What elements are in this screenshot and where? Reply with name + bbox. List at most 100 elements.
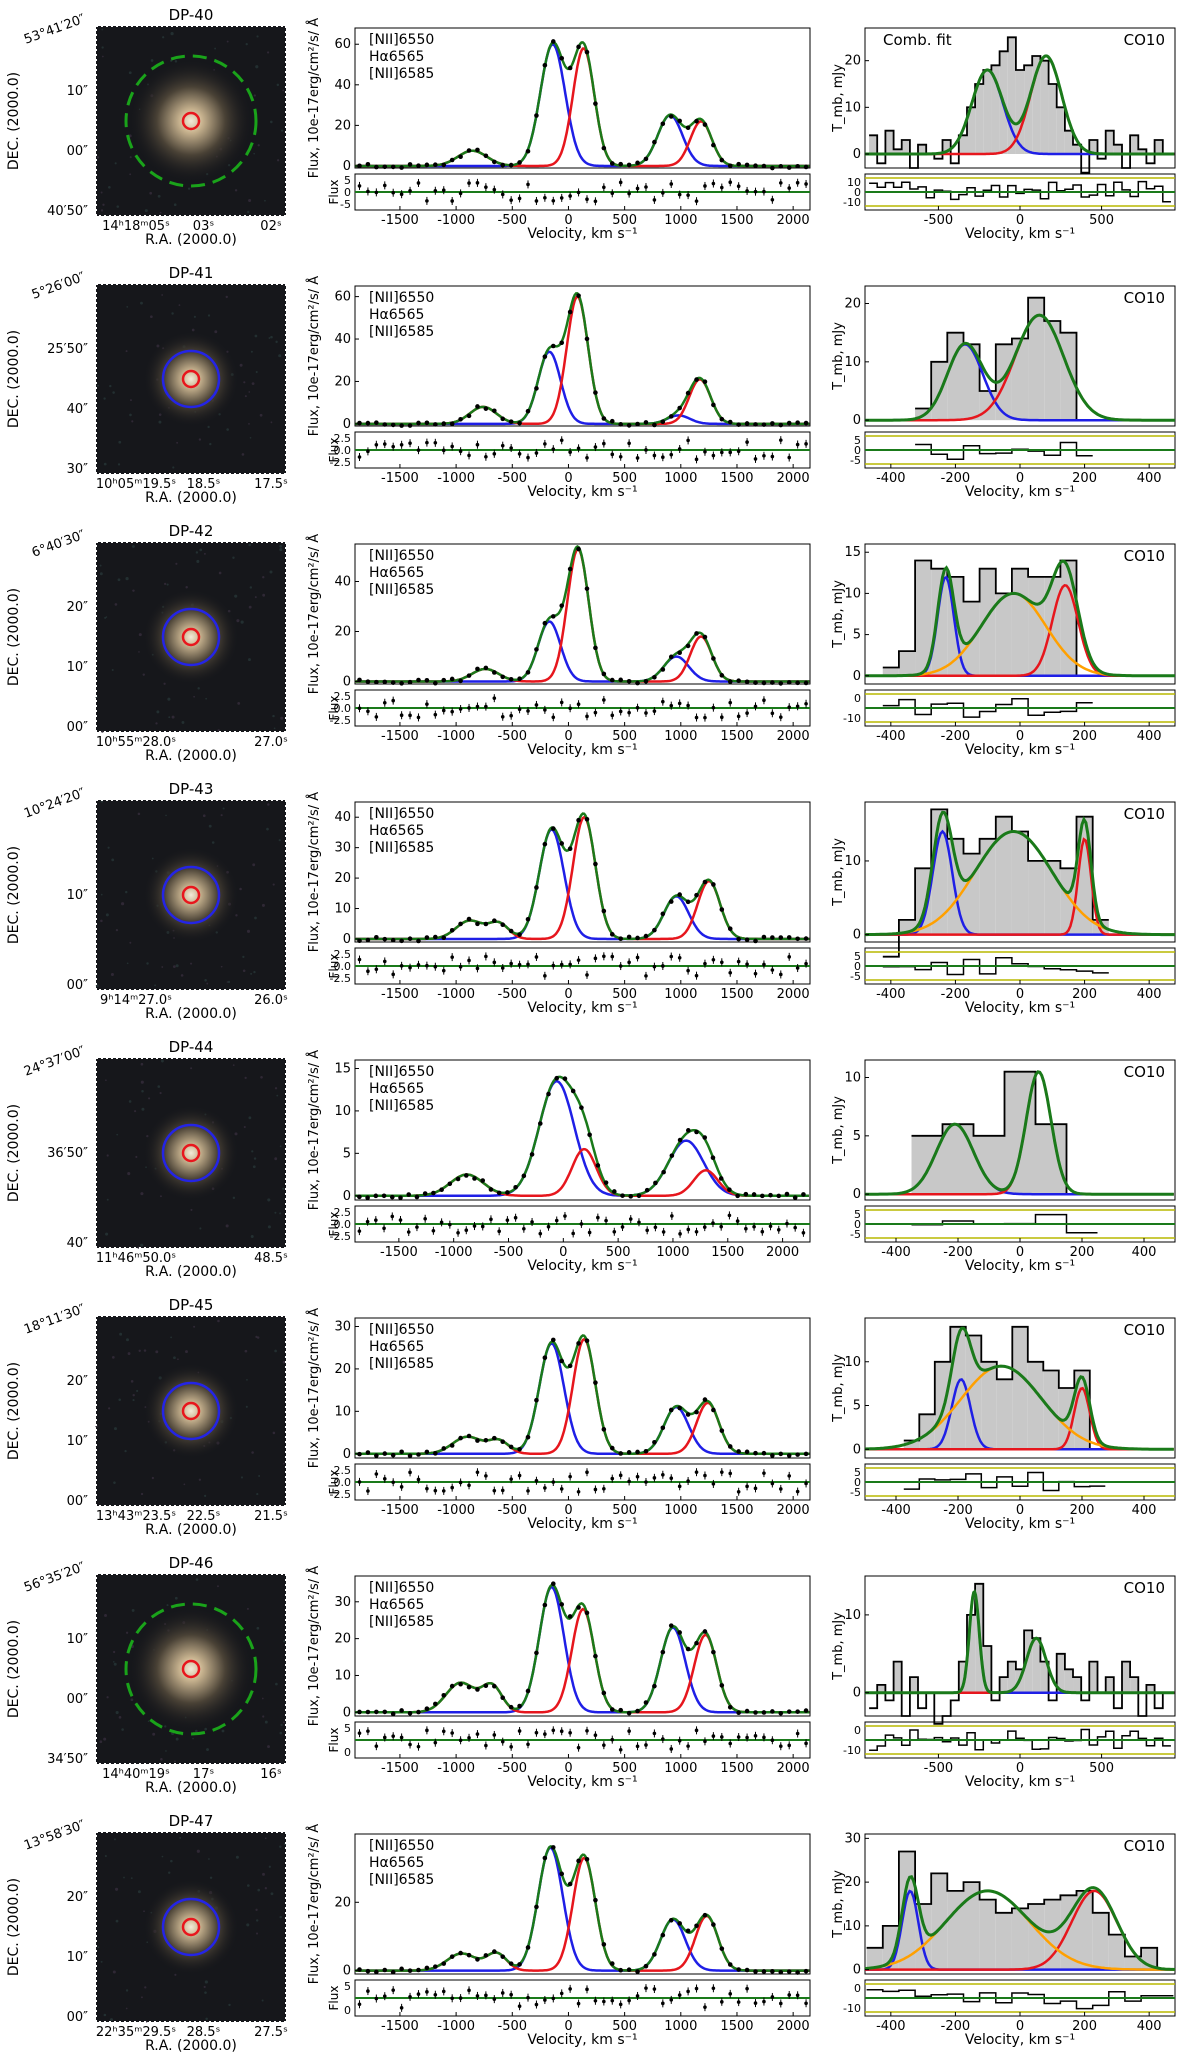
noise-speck xyxy=(160,1758,163,1761)
residual-point xyxy=(728,180,733,185)
residual-tick-label: 0.0 xyxy=(334,702,352,715)
residual-point xyxy=(517,452,522,456)
residual-point xyxy=(711,1734,716,1738)
noise-speck xyxy=(125,890,128,894)
residual-tick-label: 0 xyxy=(344,186,351,199)
data-point xyxy=(803,1968,809,1974)
noise-speck xyxy=(129,173,132,176)
galaxy xyxy=(143,1879,239,1975)
co-x-tick-label: -400 xyxy=(876,987,906,1002)
flux-axis-label: Flux, 10e-17erg/cm²/s/ Å xyxy=(306,18,322,178)
noise-speck xyxy=(136,1389,139,1393)
residual-point xyxy=(534,451,539,455)
y-tick-label: 30 xyxy=(334,1595,351,1610)
line-name-legend: [NII]6550 xyxy=(369,548,434,564)
residual-point xyxy=(720,715,724,720)
data-point xyxy=(567,1363,573,1369)
data-point xyxy=(389,1194,395,1200)
residual-point xyxy=(450,955,454,959)
data-point xyxy=(382,936,388,942)
residual-point xyxy=(543,1732,547,1736)
cutout-frame xyxy=(95,799,287,991)
data-point xyxy=(441,1692,447,1698)
data-point xyxy=(643,420,649,425)
noise-speck xyxy=(175,1737,179,1741)
co-hist-fill xyxy=(979,1899,996,1970)
data-point xyxy=(593,101,598,106)
data-point xyxy=(668,1407,674,1413)
data-point xyxy=(593,861,598,867)
data-point xyxy=(458,1435,463,1441)
noise-speck xyxy=(108,1407,111,1410)
co-axis-label: T_mb, mJy xyxy=(831,64,846,133)
co-x-tick-label: -400 xyxy=(876,729,906,744)
co-y-tick-label: 0 xyxy=(853,147,861,162)
noise-speck xyxy=(103,462,107,466)
dec-tick: 18°11′30″ xyxy=(22,1302,87,1338)
ra-tick: 10ʰ05ᵐ19.5ˢ xyxy=(96,477,176,492)
data-point xyxy=(424,420,430,426)
residual-point xyxy=(509,446,513,450)
data-point xyxy=(620,1193,625,1198)
y-tick-label: 20 xyxy=(334,374,351,389)
data-point xyxy=(475,1687,480,1692)
residual-point xyxy=(568,450,572,454)
residual-point xyxy=(644,1743,648,1747)
residual-point xyxy=(517,962,522,967)
x-tick-label: 1000 xyxy=(664,471,697,486)
co-histogram xyxy=(903,1325,1106,1451)
residual-point xyxy=(408,1470,412,1475)
x-tick-label: 1500 xyxy=(720,2019,753,2034)
noise-speck xyxy=(129,156,132,159)
residual-point xyxy=(484,185,488,189)
x-tick-label: 1500 xyxy=(720,729,753,744)
data-point xyxy=(601,1427,607,1432)
data-point xyxy=(626,423,632,428)
residual-point xyxy=(627,1998,631,2003)
residual-point xyxy=(711,705,716,710)
data-point xyxy=(500,416,506,422)
residual-point xyxy=(568,706,572,711)
residual-point xyxy=(686,1989,690,1994)
co-hist-fill xyxy=(903,1440,920,1450)
data-point xyxy=(652,1952,657,1957)
data-point xyxy=(711,1922,716,1927)
residual-point xyxy=(475,1470,480,1475)
noise-speck xyxy=(207,314,211,317)
y-tick-label: 40 xyxy=(334,332,351,347)
residual-point xyxy=(645,1228,649,1233)
residual-point xyxy=(475,1994,480,1998)
x-tick-label: 1000 xyxy=(664,213,697,228)
residual-point xyxy=(736,1489,741,1494)
residual-point xyxy=(702,1225,707,1229)
data-point xyxy=(458,154,463,160)
residual-point xyxy=(425,963,429,968)
noise-speck xyxy=(249,586,253,589)
residual-point xyxy=(559,196,564,200)
data-point xyxy=(609,932,615,937)
x-tick-label: 1000 xyxy=(656,1245,689,1260)
residual-point xyxy=(770,454,775,459)
residual-point xyxy=(661,1737,665,1741)
data-point xyxy=(559,841,565,846)
data-point xyxy=(374,1453,379,1458)
co-x-tick-label: 200 xyxy=(1072,987,1097,1002)
residual-point xyxy=(526,455,530,460)
noise-speck xyxy=(114,603,118,606)
data-point xyxy=(727,1962,733,1967)
noise-speck xyxy=(108,186,111,189)
data-point xyxy=(441,162,447,168)
data-point xyxy=(702,122,708,127)
noise-speck xyxy=(256,1919,259,1922)
residual-point xyxy=(484,704,488,709)
data-point xyxy=(668,654,674,660)
data-point xyxy=(735,1193,740,1199)
co-axis-label: T_mb, mJy xyxy=(831,1612,846,1681)
co-axes xyxy=(864,1317,1176,1459)
residual-point xyxy=(720,2000,724,2004)
noise-speck xyxy=(278,839,281,842)
residual-point xyxy=(551,199,556,203)
spectrum-axes xyxy=(354,1575,811,1717)
beam-red-circle xyxy=(181,369,201,389)
co-x-tick-label: 400 xyxy=(1137,471,1162,486)
